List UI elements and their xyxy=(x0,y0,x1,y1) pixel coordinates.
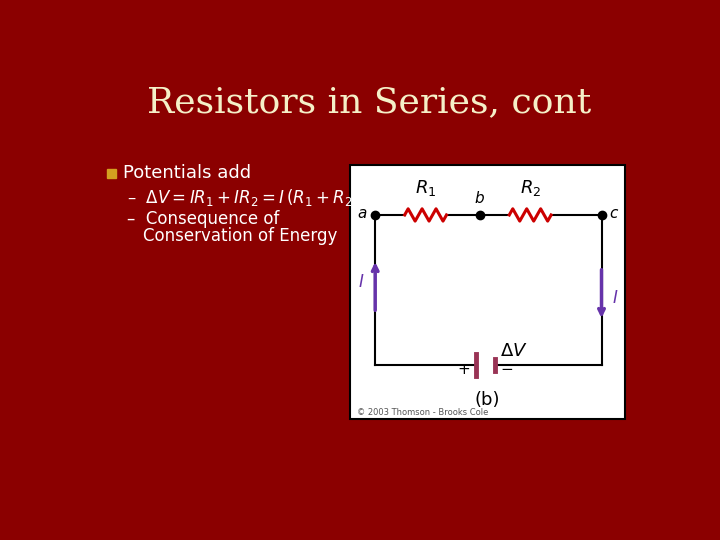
Text: $b$: $b$ xyxy=(474,190,485,206)
Text: (b): (b) xyxy=(474,391,500,409)
Text: $c$: $c$ xyxy=(609,206,619,221)
Text: © 2003 Thomson - Brooks Cole: © 2003 Thomson - Brooks Cole xyxy=(357,408,489,417)
Bar xyxy=(107,168,117,178)
Text: $a$: $a$ xyxy=(357,206,367,221)
Text: $R_1$: $R_1$ xyxy=(415,178,436,198)
Text: –  $\Delta V = IR_1 + IR_2 = I\,(R_1+R_2)$: – $\Delta V = IR_1 + IR_2 = I\,(R_1+R_2)… xyxy=(127,187,359,208)
Text: Conservation of Energy: Conservation of Energy xyxy=(143,227,337,245)
Text: $I$: $I$ xyxy=(358,273,364,291)
Text: Resistors in Series, cont: Resistors in Series, cont xyxy=(147,85,591,119)
Text: +: + xyxy=(458,362,471,377)
Bar xyxy=(350,165,625,419)
Text: −: − xyxy=(500,362,513,377)
Text: $I$: $I$ xyxy=(612,289,618,307)
Text: –  Consequence of: – Consequence of xyxy=(127,210,279,228)
Text: Potentials add: Potentials add xyxy=(122,164,251,183)
Text: $R_2$: $R_2$ xyxy=(520,178,541,198)
Text: $\Delta V$: $\Delta V$ xyxy=(500,342,528,360)
